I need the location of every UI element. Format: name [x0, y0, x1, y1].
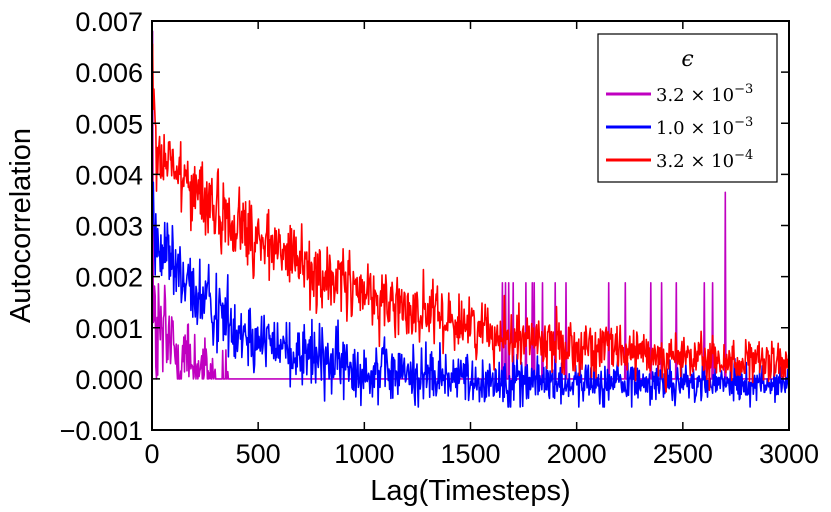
x-tick-label: 500: [236, 439, 281, 469]
y-tick-label: 0.007: [75, 7, 143, 37]
x-tick-label: 1500: [440, 439, 500, 469]
x-tick-label: 0: [144, 439, 159, 469]
legend-box: [597, 33, 778, 183]
x-tick-label: 2500: [653, 439, 713, 469]
y-tick-label: 0.005: [75, 109, 143, 139]
series-layer: [151, 30, 790, 408]
y-axis-label: Autocorrelation: [5, 128, 37, 323]
legend-entry-label: 3.2 × 10−3: [656, 82, 753, 106]
y-tick-label: 0.004: [75, 160, 143, 190]
y-tick-label: −0.001: [60, 416, 143, 446]
legend-entry-label: 3.2 × 10−4: [656, 148, 753, 172]
legend-title: ϵ: [681, 47, 693, 72]
y-tick-label: 0.003: [75, 212, 143, 242]
y-tick-label: 0.001: [75, 314, 143, 344]
y-tick-label: 0.002: [75, 263, 143, 293]
series-line-2: [151, 43, 790, 393]
legend: ϵ 3.2 × 10−3 1.0 × 10−3 3.2 × 10−4: [597, 33, 778, 183]
x-tick-label: 1000: [334, 439, 394, 469]
x-tick-label: 2000: [547, 439, 607, 469]
legend-entry-label: 1.0 × 10−3: [656, 115, 753, 139]
y-tick-label: 0.000: [75, 365, 143, 395]
x-tick-label: 3000: [759, 439, 819, 469]
series-line-1: [151, 181, 790, 408]
ticks-layer: 0 500 1000 1500 2000 2500 3000 −0.001 0.000 0.001…: [60, 7, 819, 469]
x-axis-label: Lag(Timesteps): [370, 475, 570, 507]
y-tick-label: 0.006: [75, 58, 143, 88]
